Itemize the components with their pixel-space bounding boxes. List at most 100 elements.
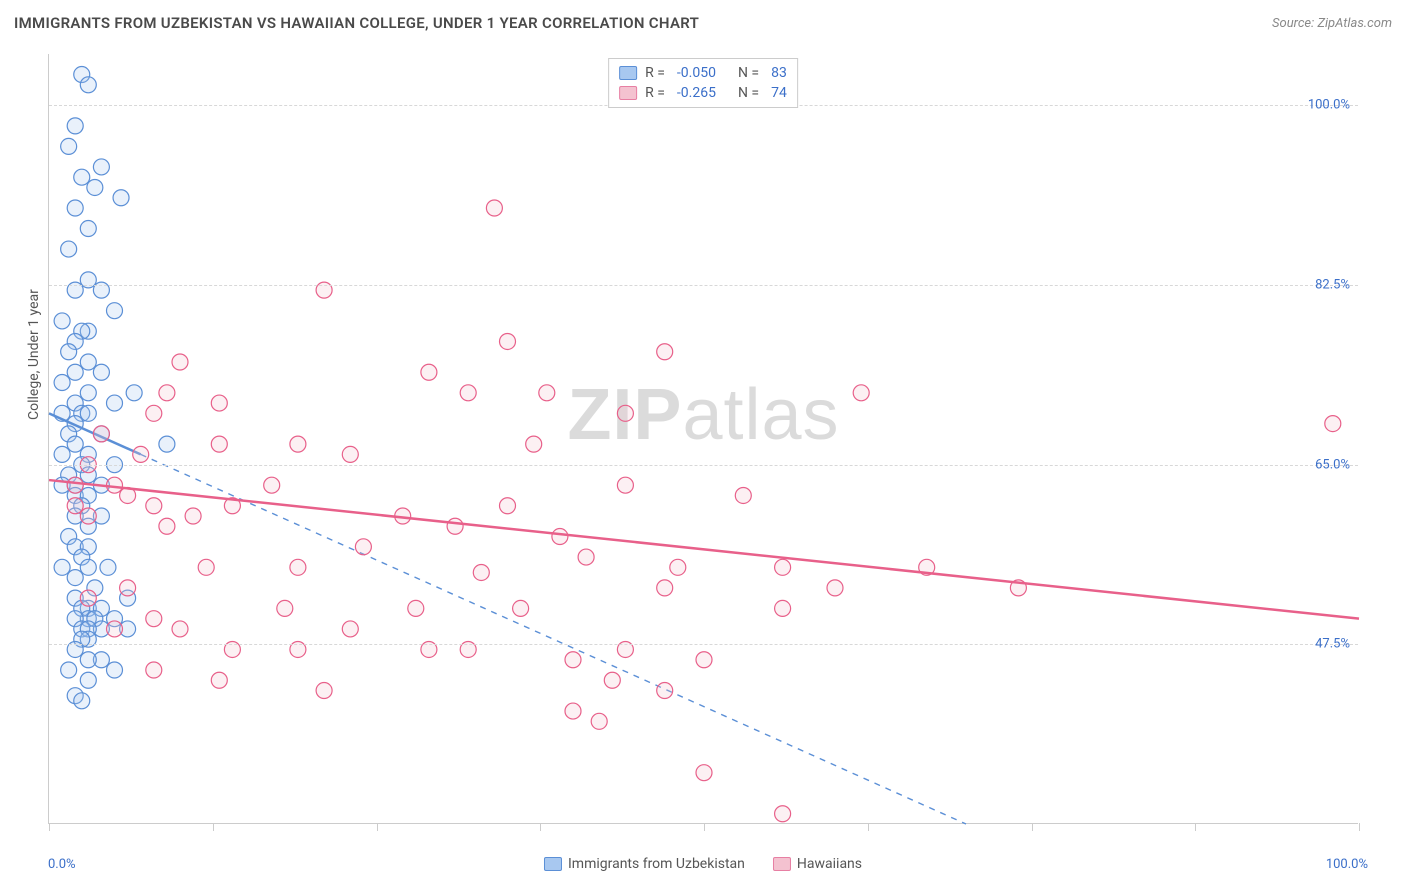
scatter-point <box>80 405 96 421</box>
plot-svg <box>49 54 1358 823</box>
scatter-point <box>172 621 188 637</box>
trend-line-extrapolated <box>141 454 966 824</box>
scatter-point <box>67 436 83 452</box>
scatter-point <box>604 672 620 688</box>
legend-swatch <box>619 86 637 100</box>
scatter-point <box>74 693 90 709</box>
scatter-point <box>539 385 555 401</box>
legend-swatch <box>773 857 791 871</box>
scatter-point <box>617 405 633 421</box>
scatter-point <box>591 713 607 729</box>
scatter-point <box>264 477 280 493</box>
scatter-point <box>146 662 162 678</box>
scatter-point <box>277 600 293 616</box>
legend-stat-row: R =-0.265N =74 <box>619 83 787 103</box>
source-credit: Source: ZipAtlas.com <box>1272 16 1392 31</box>
scatter-point <box>342 621 358 637</box>
scatter-point <box>107 303 123 319</box>
gridline <box>49 285 1358 286</box>
x-tick <box>1359 823 1360 831</box>
scatter-point <box>657 580 673 596</box>
scatter-point <box>565 703 581 719</box>
scatter-point <box>316 683 332 699</box>
scatter-point <box>61 138 77 154</box>
y-axis-label: College, Under 1 year <box>26 289 42 420</box>
scatter-point <box>120 580 136 596</box>
scatter-point <box>80 672 96 688</box>
scatter-point <box>696 765 712 781</box>
scatter-point <box>67 200 83 216</box>
chart-header: IMMIGRANTS FROM UZBEKISTAN VS HAWAIIAN C… <box>14 14 1392 32</box>
scatter-point <box>500 333 516 349</box>
scatter-point <box>80 559 96 575</box>
scatter-point <box>54 559 70 575</box>
legend-n-value: 74 <box>771 85 787 101</box>
y-tick-label: 47.5% <box>1315 637 1350 652</box>
scatter-point <box>93 426 109 442</box>
scatter-point <box>146 405 162 421</box>
scatter-point <box>67 498 83 514</box>
x-tick <box>704 823 705 831</box>
scatter-point <box>290 559 306 575</box>
x-tick <box>1032 823 1033 831</box>
legend-stat-row: R = -0.050 N = 83 <box>619 63 787 83</box>
scatter-point <box>67 118 83 134</box>
scatter-point <box>578 549 594 565</box>
scatter-point <box>853 385 869 401</box>
scatter-point <box>486 200 502 216</box>
legend-series-item: Immigrants from Uzbekistan <box>544 856 745 872</box>
scatter-point <box>775 600 791 616</box>
scatter-point <box>775 806 791 822</box>
scatter-point <box>107 395 123 411</box>
scatter-point <box>80 77 96 93</box>
legend-r-label: R = <box>645 65 665 81</box>
scatter-point <box>775 559 791 575</box>
scatter-point <box>113 190 129 206</box>
scatter-point <box>54 375 70 391</box>
legend-swatch <box>544 857 562 871</box>
scatter-point <box>67 477 83 493</box>
legend-series: Immigrants from Uzbekistan Hawaiians <box>544 856 862 872</box>
scatter-point <box>211 436 227 452</box>
scatter-point <box>421 364 437 380</box>
scatter-point <box>54 446 70 462</box>
x-tick <box>49 823 50 831</box>
scatter-point <box>126 385 142 401</box>
scatter-point <box>80 221 96 237</box>
scatter-point <box>61 662 77 678</box>
scatter-point <box>670 559 686 575</box>
scatter-point <box>565 652 581 668</box>
x-tick <box>540 823 541 831</box>
scatter-point <box>107 662 123 678</box>
y-tick-label: 100.0% <box>1308 98 1350 113</box>
scatter-point <box>827 580 843 596</box>
scatter-point <box>80 652 96 668</box>
scatter-point <box>87 179 103 195</box>
scatter-point <box>93 159 109 175</box>
scatter-point <box>146 611 162 627</box>
scatter-point <box>67 570 83 586</box>
scatter-point <box>133 446 149 462</box>
scatter-point <box>290 436 306 452</box>
scatter-point <box>696 652 712 668</box>
chart-title: IMMIGRANTS FROM UZBEKISTAN VS HAWAIIAN C… <box>14 14 699 32</box>
scatter-point <box>500 498 516 514</box>
scatter-point <box>735 487 751 503</box>
scatter-point <box>447 518 463 534</box>
scatter-point <box>513 600 529 616</box>
scatter-point <box>1325 416 1341 432</box>
legend-n-label: N = <box>738 65 759 81</box>
scatter-point <box>80 385 96 401</box>
legend-r-value: -0.050 <box>677 65 716 81</box>
scatter-point <box>617 477 633 493</box>
source-prefix: Source: <box>1272 16 1314 31</box>
scatter-point <box>198 559 214 575</box>
x-axis-min-label: 0.0% <box>48 857 76 872</box>
legend-series-label: Hawaiians <box>797 856 862 872</box>
legend-n-label: N = <box>738 85 759 101</box>
x-tick <box>377 823 378 831</box>
scatter-point <box>54 313 70 329</box>
scatter-point <box>657 683 673 699</box>
legend-r-value: -0.265 <box>677 85 716 101</box>
legend-n-value: 83 <box>771 65 787 81</box>
